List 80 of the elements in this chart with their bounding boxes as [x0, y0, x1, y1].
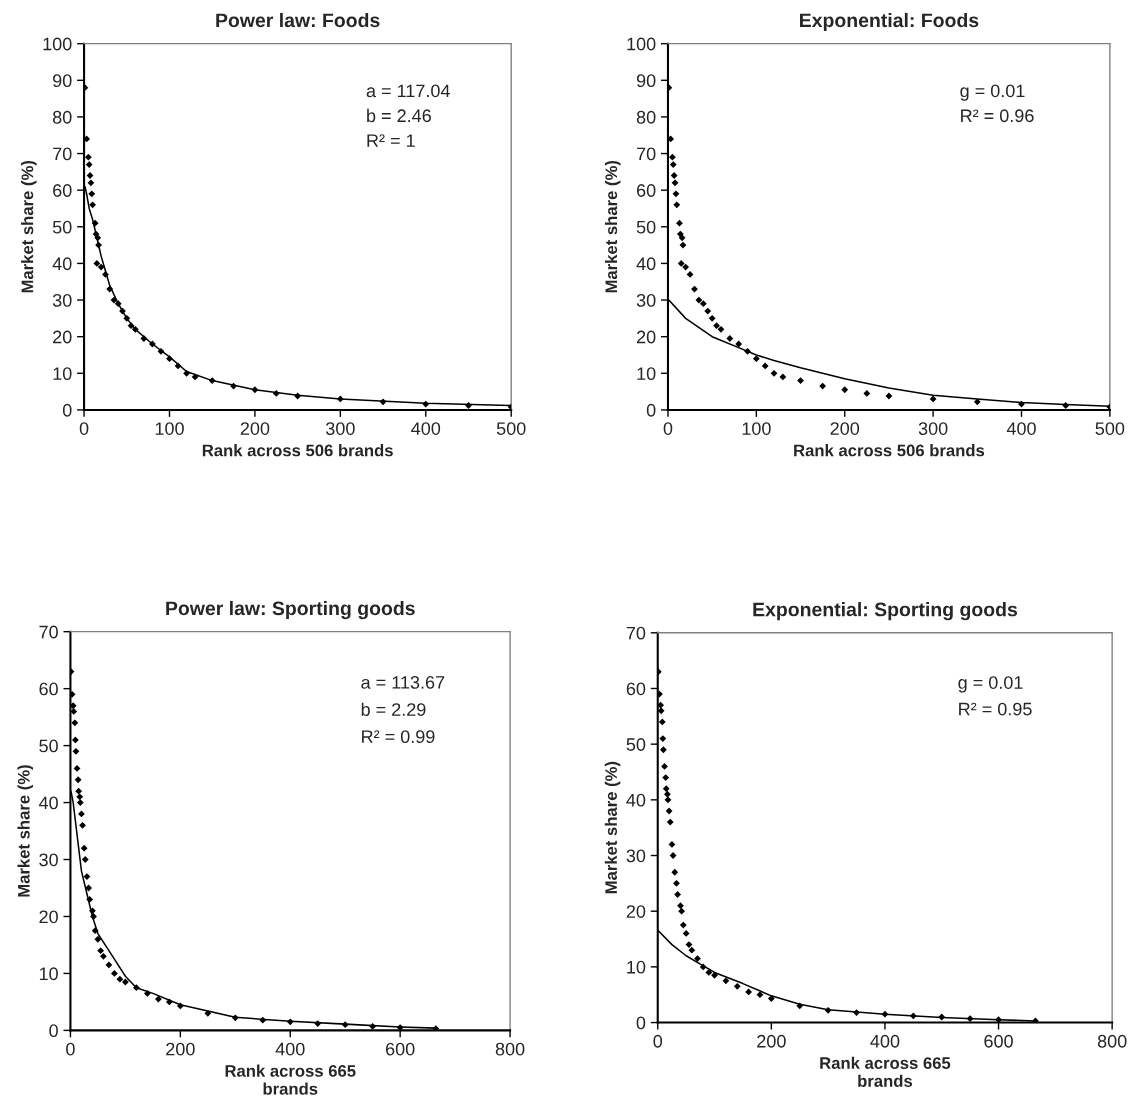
y-axis-title: Market share (%) [17, 765, 33, 897]
y-tick-label: 70 [637, 147, 656, 161]
y-tick-label: 20 [53, 330, 72, 344]
y-tick-label: 0 [636, 1016, 646, 1030]
x-tick-label: 0 [79, 422, 89, 435]
y-axis-title: Market share (%) [21, 160, 37, 293]
y-tick-label: 100 [43, 37, 72, 51]
y-tick-label: 40 [52, 257, 72, 271]
annotation: b = 2.29 [361, 702, 426, 716]
annotation: R² = 0.96 [961, 109, 1034, 123]
y-tick-label: 10 [627, 960, 646, 974]
x-axis-title: Rank across 506 brands [202, 444, 393, 457]
y-tick-label: 90 [53, 74, 72, 88]
y-tick-label: 30 [626, 849, 646, 863]
x-tick-label: 400 [1006, 422, 1036, 435]
x-tick-label: 400 [870, 1034, 900, 1048]
x-tick-label: 800 [1097, 1034, 1127, 1048]
y-axis-title: Market share (%) [604, 160, 621, 293]
chart-title: Exponential: Foods [800, 12, 979, 32]
annotation: a = 113.67 [361, 676, 445, 689]
y-tick-label: 30 [636, 293, 656, 307]
x-tick-label: 800 [495, 1042, 525, 1056]
x-tick-label: 200 [830, 422, 860, 435]
x-axis-title: Rank across 665 brands [820, 1056, 951, 1087]
x-tick-label: 200 [166, 1042, 195, 1056]
annotation: a = 117.04 [366, 84, 450, 98]
y-tick-label: 20 [636, 330, 656, 344]
y-tick-label: 60 [39, 682, 58, 696]
annotation: R² = 1 [367, 134, 415, 147]
chart-title: Exponential: Sporting goods [753, 602, 1018, 621]
x-tick-label: 0 [663, 422, 673, 435]
y-tick-label: 40 [626, 793, 646, 807]
chart-title: Power law: Foods [216, 12, 380, 28]
x-tick-label: 400 [275, 1042, 305, 1056]
y-tick-label: 30 [39, 853, 58, 867]
y-tick-label: 0 [49, 1024, 58, 1038]
y-tick-label: 0 [646, 403, 656, 417]
annotation: R² = 0.95 [959, 702, 1032, 716]
annotation: g = 0.01 [960, 84, 1025, 101]
x-axis-title: Rank across 506 brands [794, 444, 985, 457]
y-tick-label: 70 [39, 625, 58, 639]
y-axis-title: Market share (%) [604, 761, 621, 894]
x-axis-title: Rank across 665 brands [225, 1064, 356, 1095]
x-tick-label: 300 [325, 422, 355, 435]
y-tick-label: 20 [39, 910, 58, 924]
y-tick-label: 60 [637, 184, 656, 197]
x-tick-label: 100 [155, 422, 184, 435]
y-tick-label: 40 [636, 257, 656, 271]
x-tick-label: 200 [240, 422, 270, 435]
y-tick-label: 50 [39, 739, 58, 753]
y-tick-label: 10 [637, 367, 656, 381]
y-tick-label: 70 [53, 147, 72, 161]
y-tick-label: 0 [62, 403, 72, 417]
x-tick-label: 500 [496, 422, 526, 435]
x-tick-label: 600 [984, 1034, 1013, 1048]
y-tick-label: 70 [626, 626, 646, 640]
x-tick-label: 300 [918, 422, 948, 435]
y-tick-label: 50 [636, 220, 656, 234]
annotation: R² = 0.99 [362, 730, 435, 744]
y-tick-label: 50 [52, 220, 72, 234]
y-tick-label: 10 [53, 367, 72, 381]
y-tick-label: 60 [53, 184, 72, 197]
x-tick-label: 200 [757, 1034, 786, 1048]
y-tick-label: 80 [636, 110, 656, 124]
y-tick-label: 50 [626, 738, 646, 751]
y-tick-label: 30 [52, 293, 72, 307]
y-tick-label: 60 [626, 682, 646, 696]
y-tick-label: 90 [636, 74, 656, 88]
x-tick-label: 400 [411, 422, 441, 435]
y-tick-label: 20 [626, 905, 646, 918]
y-tick-label: 10 [39, 967, 58, 981]
chart-title: Power law: Sporting goods [166, 600, 415, 620]
annotation: g = 0.01 [958, 676, 1023, 693]
x-tick-label: 500 [1095, 422, 1125, 435]
y-tick-label: 40 [38, 796, 58, 810]
y-tick-label: 100 [627, 37, 656, 51]
y-tick-label: 80 [52, 110, 72, 124]
x-tick-label: 600 [386, 1042, 415, 1056]
x-tick-label: 100 [742, 422, 771, 435]
annotation: b = 2.46 [367, 108, 431, 123]
